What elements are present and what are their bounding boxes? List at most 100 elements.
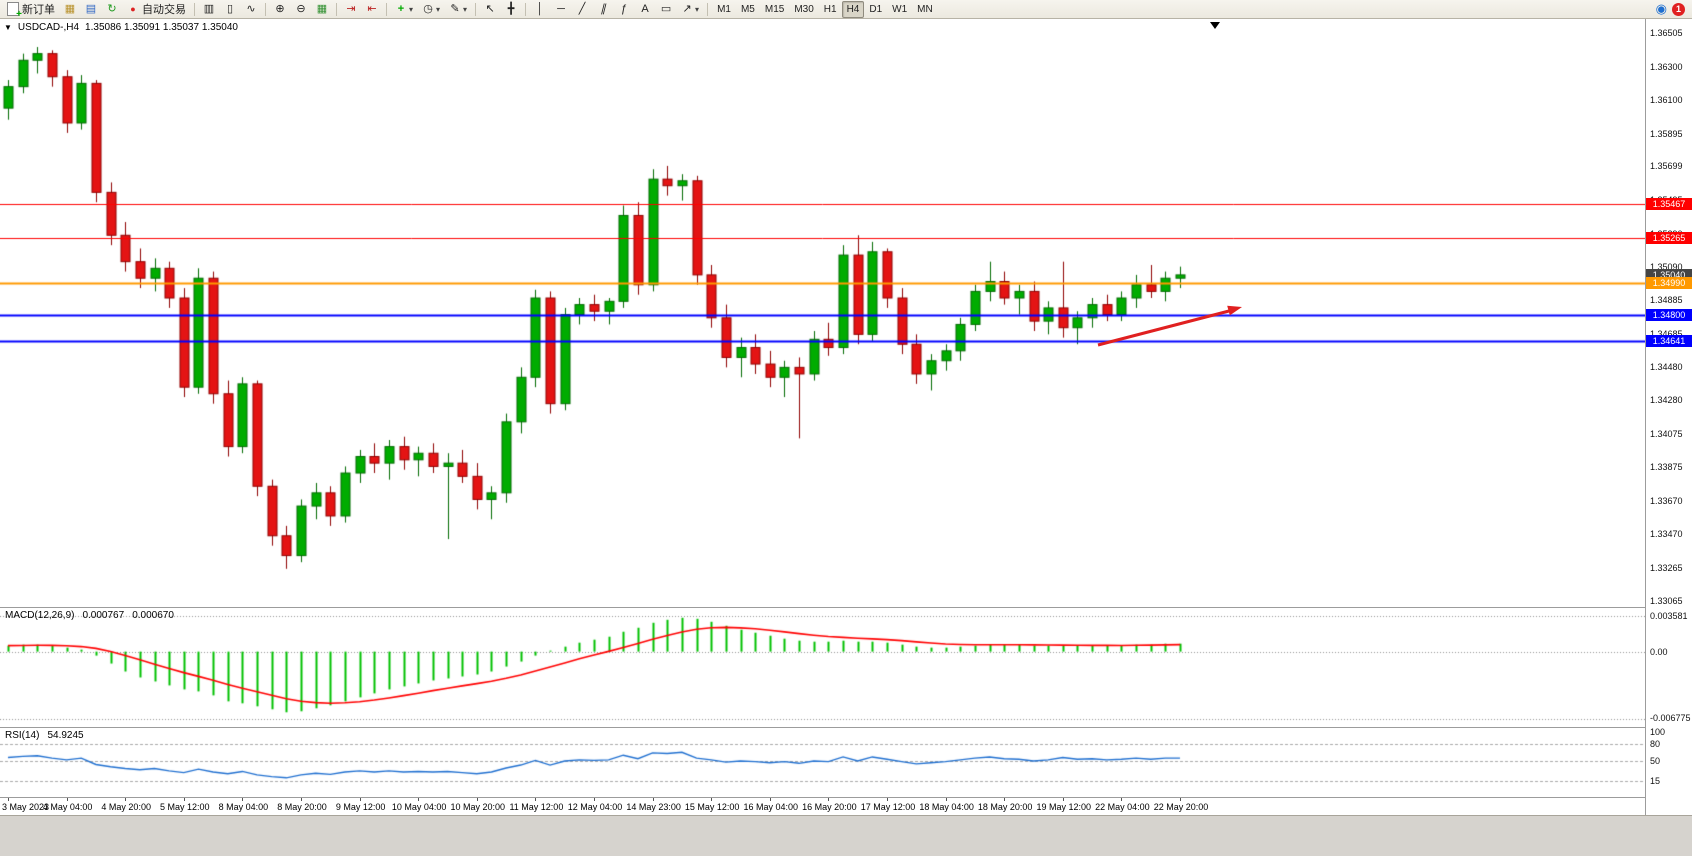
autotrading-label: 自动交易 bbox=[142, 4, 186, 16]
timeframe-m30[interactable]: M30 bbox=[794, 3, 814, 15]
time-axis-tick bbox=[184, 798, 185, 801]
timeframe-d1[interactable]: D1 bbox=[869, 3, 883, 15]
timeframe-group: M1 M5 M15 M30 H1 H4 D1 W1 MN bbox=[712, 0, 938, 18]
macd-panel-canvas[interactable] bbox=[0, 608, 1645, 727]
rsi-panel-canvas[interactable] bbox=[0, 728, 1645, 797]
tile-windows-button[interactable]: ▦ bbox=[312, 0, 332, 19]
time-axis-tick bbox=[242, 798, 243, 801]
timeframe-h1[interactable]: H1 bbox=[823, 3, 837, 15]
timeframe-m1[interactable]: M1 bbox=[717, 3, 731, 15]
rsi-scale-label: 100 bbox=[1650, 727, 1666, 737]
chart-shift-button[interactable]: ⇤ bbox=[362, 0, 382, 19]
time-axis-tick bbox=[1180, 798, 1181, 801]
timeframe-w1[interactable]: W1 bbox=[892, 3, 908, 15]
line-chart-icon: ∿ bbox=[246, 2, 256, 15]
time-axis-tick bbox=[1121, 798, 1122, 801]
templates-button[interactable]: ✎ ▾ bbox=[445, 0, 471, 19]
panel-separator[interactable] bbox=[0, 607, 1692, 608]
rsi-scale-label: 15 bbox=[1650, 776, 1661, 787]
toolbar-separator bbox=[475, 2, 477, 16]
arrows-button[interactable]: ↗ ▾ bbox=[677, 0, 703, 19]
timeframe-m5[interactable]: M5 bbox=[740, 3, 755, 15]
toolbar-separator bbox=[194, 2, 195, 16]
line-chart-button[interactable]: ∿ bbox=[241, 0, 261, 19]
bar-chart-icon: ▥ bbox=[203, 2, 215, 15]
indicators-button[interactable]: + ▾ bbox=[391, 0, 417, 19]
autotrading-icon: ● bbox=[130, 3, 136, 14]
chevron-down-icon: ▾ bbox=[409, 4, 414, 14]
chevron-down-icon: ▾ bbox=[463, 4, 468, 14]
time-axis-label: 18 May 04:00 bbox=[919, 802, 974, 812]
time-axis-label: 5 May 12:00 bbox=[160, 802, 210, 812]
timeframe-m15[interactable]: M15 bbox=[764, 3, 785, 15]
auto-scroll-icon: ⇥ bbox=[346, 2, 356, 15]
trendline-button[interactable]: ╱ bbox=[572, 0, 592, 19]
new-order-label: 新订单 bbox=[22, 4, 55, 16]
notification-badge[interactable]: 1 bbox=[1672, 2, 1685, 16]
autotrading-button[interactable]: ● 自动交易 bbox=[123, 0, 190, 19]
bar-chart-button[interactable]: ▥ bbox=[199, 0, 219, 19]
auto-scroll-button[interactable]: ⇥ bbox=[341, 0, 361, 19]
time-axis-label: 16 May 04:00 bbox=[743, 802, 799, 812]
time-axis-tick bbox=[711, 798, 712, 801]
price-tag: 1.34641 bbox=[1646, 334, 1692, 347]
main-toolbar: 新订单 ▦ ▤ ↻ ● 自动交易 ▥ ▯ ∿ ⊕ ⊖ ▦ ⇥ ⇤ +▾ ◷▾ ✎… bbox=[0, 0, 1692, 20]
community-icon[interactable]: ◉ bbox=[1655, 1, 1667, 16]
trendline-icon: ╱ bbox=[578, 2, 586, 15]
price-axis-label: 1.34280 bbox=[1650, 395, 1683, 406]
rsi-scale-label: 50 bbox=[1650, 756, 1661, 766]
one-click-trading-toggle[interactable]: ▼ bbox=[4, 23, 12, 32]
text-button[interactable]: A bbox=[635, 0, 655, 19]
crosshair-button[interactable]: ╋ bbox=[501, 0, 521, 19]
horizontal-line-icon: ─ bbox=[557, 2, 565, 15]
clock-icon: ◷ bbox=[423, 2, 433, 15]
price-axis-label: 1.33875 bbox=[1650, 462, 1683, 473]
price-axis-label: 1.33670 bbox=[1650, 496, 1683, 507]
time-axis-tick bbox=[946, 798, 947, 801]
time-axis-tick bbox=[828, 798, 829, 801]
indicators-icon: + bbox=[397, 2, 405, 15]
zoom-out-button[interactable]: ⊖ bbox=[291, 0, 311, 19]
panel-separator[interactable] bbox=[0, 727, 1692, 728]
time-axis-tick bbox=[477, 798, 478, 801]
refresh-button[interactable]: ↻ bbox=[102, 0, 122, 19]
new-order-icon bbox=[7, 2, 22, 20]
zoom-in-button[interactable]: ⊕ bbox=[270, 0, 290, 19]
label-button[interactable]: ▭ bbox=[656, 0, 676, 19]
charts-button[interactable]: ▦ bbox=[60, 0, 80, 19]
timeframe-mn[interactable]: MN bbox=[917, 3, 933, 15]
toolbar-separator bbox=[336, 2, 337, 16]
ohlc-values: 1.35086 1.35091 1.35037 1.35040 bbox=[85, 22, 238, 33]
time-axis-tick bbox=[301, 798, 302, 801]
cursor-button[interactable]: ↖ bbox=[480, 0, 500, 19]
label-icon: ▭ bbox=[660, 2, 672, 15]
time-axis-label: 15 May 12:00 bbox=[684, 802, 740, 812]
time-axis-label: 9 May 12:00 bbox=[335, 802, 386, 812]
price-scale[interactable]: 1.36505 1.36300 1.36100 1.35895 1.35699 1.354… bbox=[1645, 19, 1692, 815]
trend-arrow-annotation[interactable] bbox=[1090, 287, 1255, 357]
profiles-button[interactable]: ▤ bbox=[81, 0, 101, 19]
macd-name: MACD(12,26,9) bbox=[5, 610, 75, 621]
fibonacci-button[interactable]: ƒ bbox=[614, 0, 634, 19]
time-axis-label: 17 May 12:00 bbox=[860, 802, 916, 812]
price-axis-label: 1.35699 bbox=[1650, 161, 1683, 172]
rsi-value: 54.9245 bbox=[47, 730, 84, 741]
periods-button[interactable]: ◷ ▾ bbox=[418, 0, 444, 19]
channel-button[interactable]: ∥ bbox=[593, 0, 613, 19]
candlestick-button[interactable]: ▯ bbox=[220, 0, 240, 19]
vertical-line-button[interactable]: │ bbox=[530, 0, 550, 19]
macd-scale-label: 0.003581 bbox=[1650, 611, 1688, 621]
new-order-button[interactable]: 新订单 bbox=[3, 0, 59, 20]
macd-label-row: MACD(12,26,9) 0.000767 0.000670 bbox=[5, 610, 174, 621]
zoom-out-icon: ⊖ bbox=[296, 2, 306, 15]
time-axis[interactable]: 3 May 2023 4 May 04:00 4 May 20:00 5 May 12… bbox=[0, 798, 1645, 815]
toolbar-separator bbox=[386, 2, 387, 16]
chevron-down-icon: ▾ bbox=[436, 4, 441, 14]
time-axis-label: 10 May 04:00 bbox=[391, 802, 447, 812]
price-chart-canvas[interactable] bbox=[0, 19, 1645, 607]
text-icon: A bbox=[641, 2, 649, 15]
timeframe-h4[interactable]: H4 bbox=[841, 0, 865, 18]
horizontal-line-button[interactable]: ─ bbox=[551, 0, 571, 19]
chart-title: ▼ USDCAD-,H4 1.35086 1.35091 1.35037 1.3… bbox=[4, 22, 238, 33]
profiles-icon: ▤ bbox=[85, 2, 97, 15]
